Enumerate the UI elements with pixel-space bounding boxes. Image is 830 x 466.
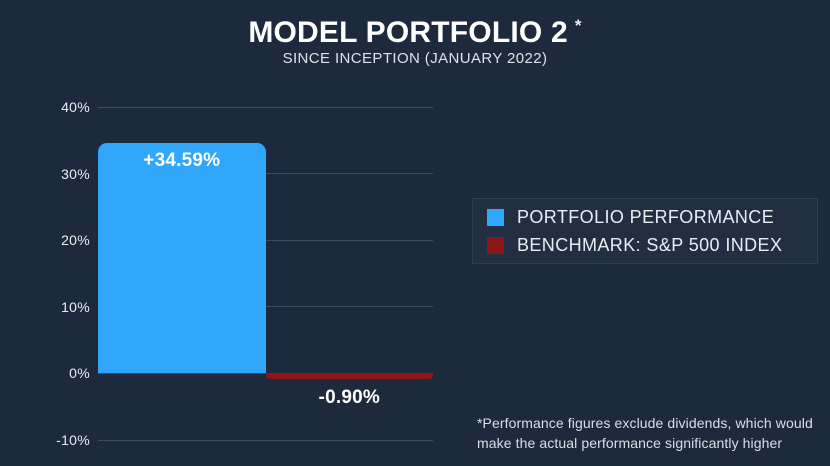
bar-portfolio-performance [98,143,266,374]
legend-label-portfolio: PORTFOLIO PERFORMANCE [517,206,775,227]
y-tick-label: 30% [61,165,90,182]
legend-label-benchmark: BENCHMARK: S&P 500 INDEX [517,234,783,255]
plot-area: +34.59% -0.90% [98,106,433,441]
y-tick-label: 10% [61,298,90,315]
legend: PORTFOLIO PERFORMANCE BENCHMARK: S&P 500… [472,198,818,264]
y-tick-label: 20% [61,232,90,249]
y-tick-label: 0% [69,365,90,382]
legend-item-portfolio-performance: PORTFOLIO PERFORMANCE [487,207,817,228]
gridline [98,173,433,175]
title-text: MODEL PORTFOLIO 2 [248,16,568,49]
y-tick-label: -10% [56,432,90,448]
bar-value-label-portfolio-performance: +34.59% [143,150,221,172]
y-tick-label: 40% [61,99,90,115]
gridline [98,239,433,241]
gridline [98,306,433,308]
bar-value-label-benchmark-sp500: -0.90% [318,387,380,409]
gridline [98,439,433,441]
page-title: MODEL PORTFOLIO 2 * [0,8,830,51]
legend-swatch-benchmark [487,236,504,254]
bar-benchmark-sp500 [265,373,433,380]
footnote-asterisk-marker: * [574,16,582,35]
y-axis: 40% 30% 20% 10% 0% -10% [0,99,90,448]
footnote-text: *Performance figures exclude dividends, … [477,415,813,451]
legend-swatch-portfolio [487,208,504,226]
gridline [98,106,433,108]
chart-subtitle: SINCE INCEPTION (JANUARY 2022) [282,50,548,67]
legend-item-benchmark: BENCHMARK: S&P 500 INDEX [487,235,817,256]
